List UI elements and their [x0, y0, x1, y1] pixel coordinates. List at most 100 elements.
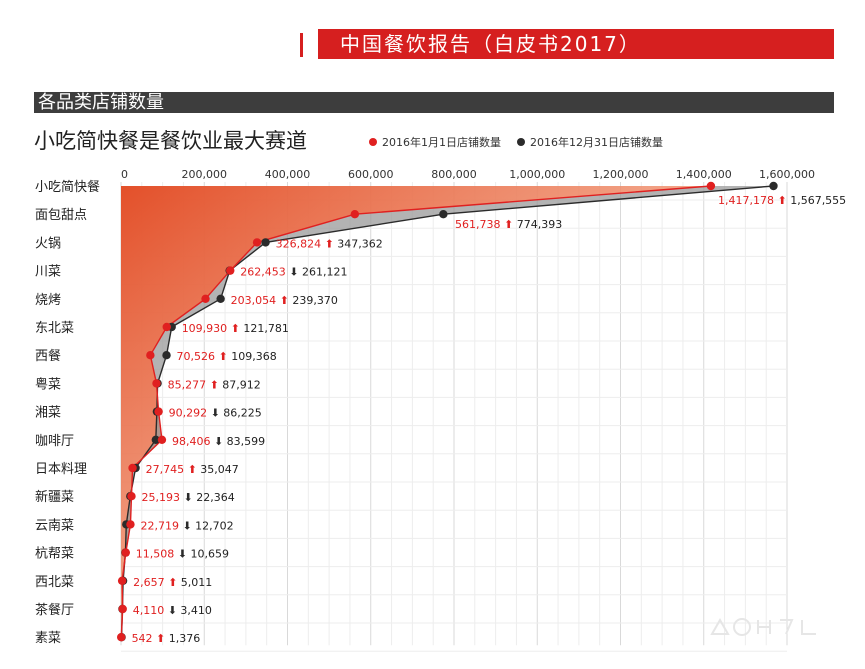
arrow-up-icon: ⬆	[774, 194, 787, 207]
category-label: 东北菜	[35, 321, 74, 336]
category-label: 杭帮菜	[35, 547, 74, 562]
category-label: 素菜	[35, 631, 61, 646]
value-label-end: 121,781	[240, 322, 289, 335]
category-label: 云南菜	[35, 517, 74, 533]
category-label: 烧烤	[35, 293, 61, 308]
value-label: 25,193 ⬇ 22,364	[141, 491, 234, 504]
value-label: 203,054 ⬆ 239,370	[231, 294, 338, 307]
data-point-start	[152, 379, 161, 388]
data-point-end	[439, 210, 448, 219]
data-point-start	[126, 520, 135, 529]
category-label: 西餐	[35, 348, 61, 364]
arrow-up-icon: ⬆	[501, 218, 514, 231]
value-label-start: 561,738	[455, 218, 501, 231]
value-label-start: 542	[132, 632, 153, 645]
category-label: 小吃简快餐	[35, 179, 100, 195]
area-layer	[121, 186, 774, 638]
value-label-end: 10,659	[187, 548, 229, 561]
data-point-start	[154, 407, 163, 416]
x-tick-label: 400,000	[265, 168, 311, 181]
value-label: 4,110 ⬇ 3,410	[133, 604, 212, 617]
x-tick-label: 1,400,000	[676, 168, 732, 181]
arrow-down-icon: ⬇	[207, 407, 220, 420]
value-label: 85,277 ⬆ 87,912	[168, 378, 261, 391]
value-label-start: 1,417,178	[718, 194, 774, 207]
value-label: 27,745 ⬆ 35,047	[146, 463, 239, 476]
x-tick-label: 600,000	[348, 168, 394, 181]
value-label-start: 326,824	[276, 237, 322, 250]
arrow-up-icon: ⬆	[184, 463, 197, 476]
value-label: 2,657 ⬆ 5,011	[133, 576, 212, 589]
data-point-end	[216, 294, 225, 303]
area-fill-start-series	[121, 186, 711, 638]
legend-label-end: 2016年12月31日店铺数量	[530, 136, 663, 149]
value-label: 542 ⬆ 1,376	[132, 632, 201, 645]
value-label-end: 347,362	[334, 237, 383, 250]
category-label: 面包甜点	[35, 207, 87, 223]
arrow-down-icon: ⬇	[286, 266, 299, 279]
arrow-up-icon: ⬆	[321, 237, 334, 250]
value-label-start: 203,054	[231, 294, 277, 307]
value-label-start: 109,930	[182, 322, 228, 335]
arrow-up-icon: ⬆	[153, 632, 166, 645]
value-label: 11,508 ⬇ 10,659	[136, 548, 229, 561]
value-label-end: 12,702	[192, 519, 234, 532]
x-tick-label: 1,200,000	[593, 168, 649, 181]
category-label: 茶餐厅	[35, 602, 74, 618]
value-label-end: 22,364	[193, 491, 235, 504]
x-tick-label: 1,000,000	[509, 168, 565, 181]
arrow-up-icon: ⬆	[206, 378, 219, 391]
label-layer: 1,417,178 ⬆ 1,567,555 561,738 ⬆ 774,393 32…	[132, 194, 847, 645]
value-label-end: 5,011	[177, 576, 212, 589]
report-title: 中国餐饮报告（白皮书2017）	[318, 29, 834, 59]
value-label: 326,824 ⬆ 347,362	[276, 237, 383, 250]
value-label-start: 70,526	[177, 350, 216, 363]
value-label-end: 3,410	[177, 604, 212, 617]
category-label: 湘菜	[35, 406, 61, 421]
value-label-start: 262,453	[240, 266, 286, 279]
arrow-up-icon: ⬆	[276, 294, 289, 307]
axis-layer: 小吃简快餐面包甜点火锅川菜烧烤东北菜西餐粤菜湘菜咖啡厅日本料理新疆菜云南菜杭帮菜…	[35, 168, 815, 646]
value-label-end: 1,376	[165, 632, 200, 645]
data-point-start	[706, 181, 716, 191]
value-label-start: 85,277	[168, 378, 207, 391]
value-label-end: 109,368	[228, 350, 277, 363]
arrow-down-icon: ⬇	[180, 491, 193, 504]
value-label-start: 90,292	[169, 407, 208, 420]
watermark-logo	[710, 617, 816, 636]
data-point-start	[117, 633, 126, 642]
value-label-start: 25,193	[141, 491, 180, 504]
value-label-end: 83,599	[223, 435, 265, 448]
x-tick-label: 200,000	[182, 168, 228, 181]
chart-subtitle: 小吃简快餐是餐饮业最大赛道	[34, 129, 307, 153]
x-tick-label: 800,000	[431, 168, 477, 181]
arrow-up-icon: ⬆	[215, 350, 228, 363]
value-label: 262,453 ⬇ 261,121	[240, 266, 347, 279]
legend-item-end: 2016年12月31日店铺数量	[517, 134, 663, 150]
category-label: 新疆菜	[35, 489, 74, 505]
section-title: 各品类店铺数量	[34, 92, 834, 113]
value-label: 70,526 ⬆ 109,368	[177, 350, 277, 363]
x-tick-label: 0	[121, 168, 128, 181]
data-point-start	[252, 238, 262, 247]
data-point-start	[127, 492, 136, 501]
data-point-start	[118, 604, 127, 614]
arrow-down-icon: ⬇	[210, 435, 223, 448]
value-label-end: 87,912	[219, 378, 261, 391]
value-label-end: 239,370	[289, 294, 338, 307]
category-label: 西北菜	[35, 575, 74, 590]
legend-item-start: 2016年1月1日店铺数量	[369, 134, 501, 150]
arrow-up-icon: ⬆	[165, 576, 178, 589]
value-label: 1,417,178 ⬆ 1,567,555	[718, 194, 846, 207]
legend-red-dot-icon	[369, 138, 377, 146]
arrow-up-icon: ⬆	[227, 322, 240, 335]
data-point-end	[162, 351, 171, 360]
value-label: 90,292 ⬇ 86,225	[169, 407, 262, 420]
data-point-end	[769, 181, 778, 191]
arrow-down-icon: ⬇	[174, 548, 187, 561]
data-point-start	[128, 463, 137, 473]
data-point-start	[117, 576, 127, 585]
category-label: 日本料理	[35, 462, 87, 477]
value-label: 561,738 ⬆ 774,393	[455, 218, 562, 231]
value-label-start: 22,719	[140, 519, 179, 532]
